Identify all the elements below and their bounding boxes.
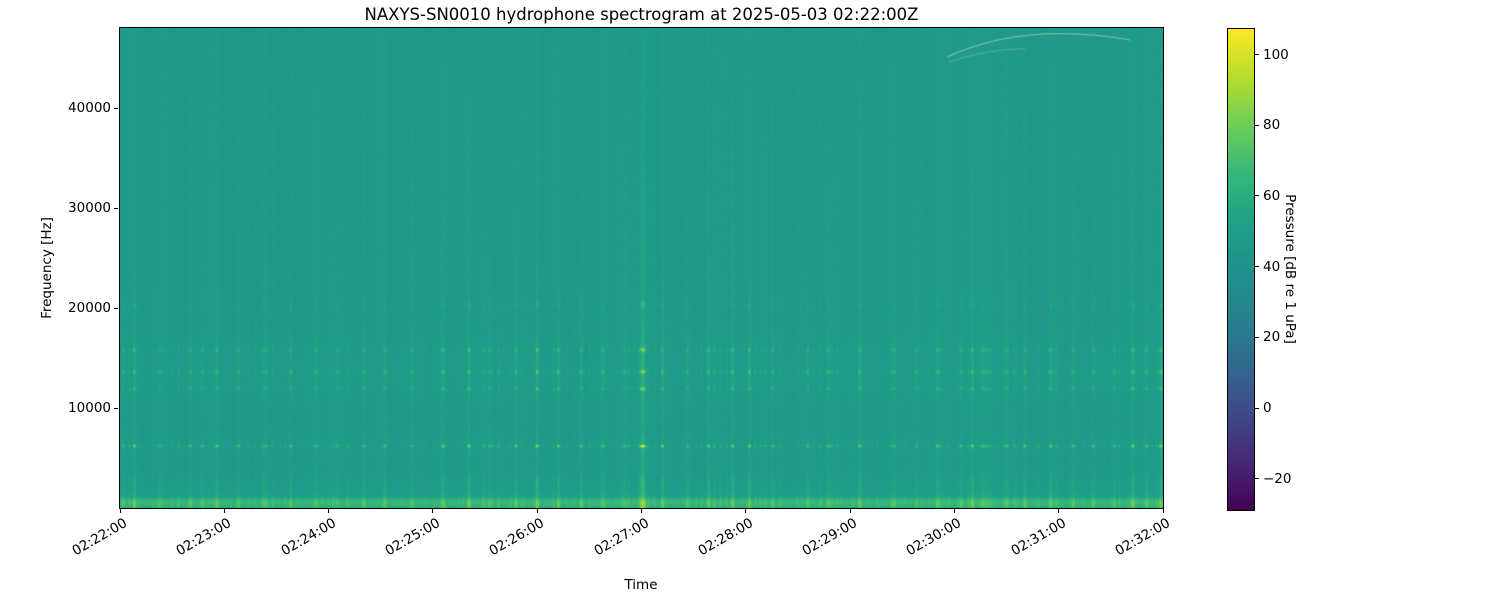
y-axis-label: Frequency [Hz] (39, 217, 55, 319)
x-axis-label: Time (624, 577, 658, 593)
x-tick-label: 02:31:00 (1008, 515, 1069, 560)
colorbar-gradient (1228, 29, 1254, 510)
y-tick-mark (114, 107, 118, 109)
y-tick-mark (114, 407, 118, 409)
colorbar-tick-mark (1255, 336, 1259, 338)
colorbar (1227, 28, 1255, 511)
colorbar-tick-label: 60 (1263, 187, 1281, 204)
colorbar-tick-mark (1255, 407, 1259, 409)
x-tick-label: 02:24:00 (278, 515, 339, 560)
x-tick-label: 02:22:00 (69, 515, 130, 560)
colorbar-label: Pressure [dB re 1 uPa] (1282, 194, 1298, 344)
y-tick-label: 20000 (68, 300, 111, 316)
colorbar-tick-label: 100 (1263, 46, 1289, 63)
x-tick-label: 02:26:00 (486, 515, 548, 560)
chart-title: NAXYS-SN0010 hydrophone spectrogram at 2… (364, 5, 919, 24)
x-tick-mark (1162, 509, 1164, 513)
x-tick-label: 02:32:00 (1112, 515, 1173, 560)
colorbar-tick-label: 80 (1263, 117, 1281, 134)
y-tick-label: 30000 (68, 200, 111, 216)
x-tick-mark (432, 509, 434, 513)
spectrogram-plot (119, 27, 1164, 509)
y-tick-mark (114, 307, 118, 309)
colorbar-tick-label: 40 (1263, 258, 1281, 275)
x-tick-label: 02:25:00 (382, 515, 443, 560)
colorbar-tick-label: 0 (1263, 400, 1272, 417)
colorbar-tick-label: −20 (1263, 470, 1292, 487)
colorbar-tick-mark (1255, 124, 1259, 126)
y-tick-label: 10000 (68, 400, 111, 416)
x-tick-label: 02:29:00 (799, 515, 861, 560)
colorbar-tick-mark (1255, 478, 1259, 480)
x-tick-mark (745, 509, 747, 513)
x-tick-mark (953, 509, 955, 513)
x-tick-mark (1058, 509, 1060, 513)
x-tick-mark (641, 509, 642, 513)
x-tick-mark (223, 509, 225, 513)
x-tick-mark (328, 509, 330, 513)
colorbar-tick-mark (1255, 195, 1259, 197)
x-tick-label: 02:30:00 (903, 515, 965, 560)
x-tick-mark (119, 509, 121, 513)
spectrogram-image (120, 28, 1163, 508)
y-tick-label: 40000 (68, 100, 111, 116)
x-tick-mark (536, 509, 538, 513)
y-tick-mark (114, 207, 118, 209)
x-tick-label: 02:27:00 (590, 515, 652, 560)
colorbar-tick-mark (1255, 266, 1259, 268)
x-tick-label: 02:23:00 (173, 515, 235, 560)
x-tick-label: 02:28:00 (695, 515, 756, 560)
colorbar-tick-mark (1255, 54, 1259, 56)
x-tick-mark (849, 509, 851, 513)
colorbar-tick-label: 20 (1263, 329, 1281, 346)
